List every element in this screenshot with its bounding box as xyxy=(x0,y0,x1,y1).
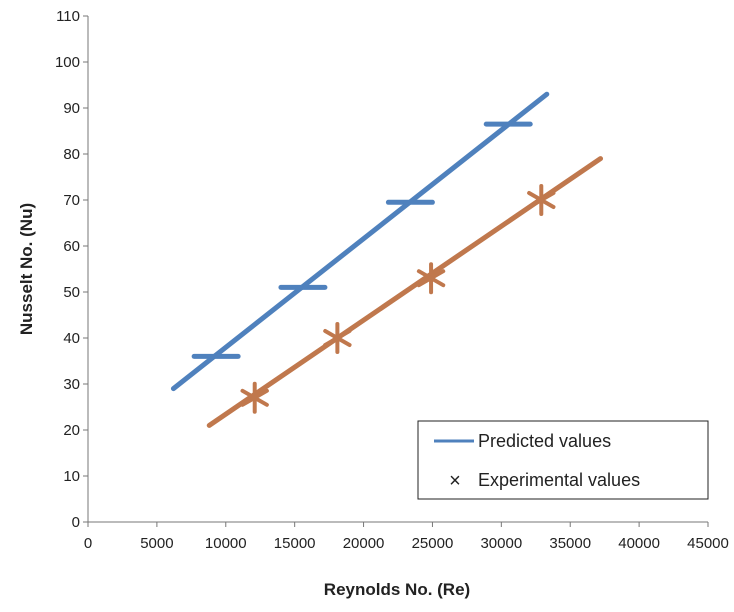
x-axis-title: Reynolds No. (Re) xyxy=(324,580,470,599)
legend-box xyxy=(417,420,709,500)
y-axis-title: Nusselt No. (Nu) xyxy=(17,203,36,335)
data-point-experimental xyxy=(240,381,269,414)
x-tick-label: 5000 xyxy=(140,535,173,552)
x-tick-label: 15000 xyxy=(274,535,316,552)
y-tick-label: 30 xyxy=(63,376,80,393)
x-tick-label: 30000 xyxy=(480,535,522,552)
legend: Predicted values × Experimental values xyxy=(417,420,709,500)
data-point-experimental xyxy=(527,184,556,216)
y-tick-label: 20 xyxy=(63,422,80,439)
x-tick-label: 20000 xyxy=(343,535,385,552)
y-tick-label: 50 xyxy=(63,284,80,301)
y-tick-label: 40 xyxy=(63,330,80,347)
series-1 xyxy=(206,156,604,428)
series-0 xyxy=(170,91,550,392)
x-tick-label: 45000 xyxy=(687,535,729,552)
y-tick-label: 80 xyxy=(63,146,80,163)
y-tick-label: 60 xyxy=(63,238,80,255)
x-tick-label: 40000 xyxy=(618,535,660,552)
data-point-experimental xyxy=(323,322,352,354)
legend-label-predicted: Predicted values xyxy=(478,431,611,451)
legend-marker-experimental: × xyxy=(449,470,461,492)
x-ticks: 0 5000 10000 15000 20000 25000 30000 35000 40000… xyxy=(84,522,729,552)
x-tick-label: 0 xyxy=(84,535,92,552)
x-tick-label: 25000 xyxy=(412,535,454,552)
y-ticks: 0 10 20 30 40 50 60 70 80 90 100 110 xyxy=(55,8,88,531)
y-tick-label: 70 xyxy=(63,192,80,209)
y-tick-label: 90 xyxy=(63,100,80,117)
data-point-experimental xyxy=(416,262,446,295)
y-tick-label: 10 xyxy=(63,468,80,485)
y-tick-label: 0 xyxy=(72,514,80,531)
y-tick-label: 110 xyxy=(56,8,80,25)
series-layer xyxy=(170,91,604,428)
y-tick-label: 100 xyxy=(55,54,80,71)
series-line-0 xyxy=(170,91,550,392)
legend-label-experimental: Experimental values xyxy=(478,470,640,490)
x-tick-label: 35000 xyxy=(549,535,591,552)
axes: 0 5000 10000 15000 20000 25000 30000 35000 40000… xyxy=(55,8,729,552)
x-tick-label: 10000 xyxy=(205,535,247,552)
